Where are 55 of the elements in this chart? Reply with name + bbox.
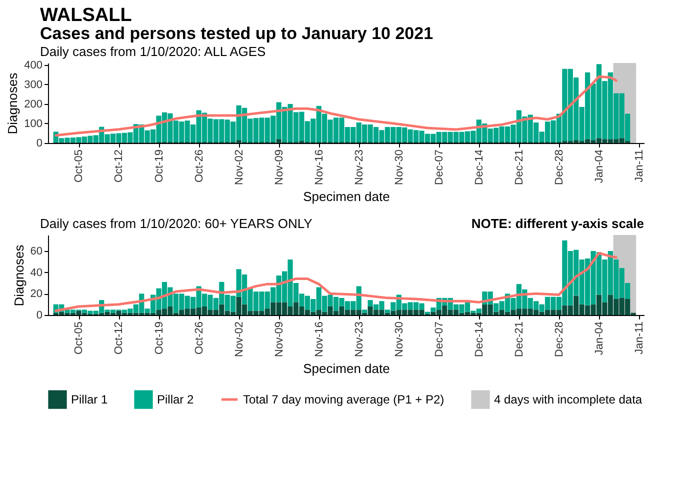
x-tick-label: Nov-09 [273, 150, 286, 185]
x-tick-label: Nov-02 [233, 322, 246, 357]
y-tick-label: 60 [30, 246, 42, 258]
y-tick-label: 300 [24, 78, 42, 91]
legend-label: Pillar 1 [71, 392, 108, 406]
chart-title: Daily cases from 1/10/2020: 60+ YEARS ONLY [40, 216, 313, 231]
bar [362, 310, 368, 313]
y-tick-label: 0 [36, 310, 42, 322]
x-tick-label: Oct-05 [73, 150, 86, 183]
x-tick-label: Oct-05 [73, 322, 86, 355]
legend-label: 4 days with incomplete data [494, 392, 642, 406]
x-tick-label: Jan-11 [634, 150, 646, 182]
x-tick-label: Dec-14 [473, 322, 486, 357]
x-tick-label: Jan-04 [593, 150, 606, 184]
x-tick-label: Oct-19 [153, 150, 166, 183]
chart-subtitle: Cases and persons tested up to January 10 2021 [40, 24, 434, 43]
y-axis-title: Diagnoses [11, 244, 26, 306]
x-tick-label: Jan-04 [593, 322, 606, 356]
x-tick-label: Dec-21 [513, 322, 526, 357]
x-tick-label: Dec-21 [513, 150, 526, 185]
x-axis-title: Specimen date [303, 360, 390, 376]
x-tick-label: Oct-12 [113, 150, 126, 183]
x-tick-label: Nov-02 [233, 150, 246, 185]
line-series [54, 252, 618, 312]
text: Daily cases from 1/10/2020: ALL AGES [40, 44, 266, 59]
x-tick-label: Jan-11 [634, 322, 646, 354]
x-tick-label: Nov-16 [313, 322, 326, 357]
chart-title: WALSALL [40, 5, 132, 26]
x-tick-label: Nov-09 [273, 322, 286, 357]
x-tick-label: Nov-23 [353, 150, 366, 185]
x-tick-label: Oct-26 [193, 322, 206, 355]
x-tick-label: Dec-28 [553, 322, 566, 357]
x-tick-label: Nov-30 [393, 150, 406, 185]
y-tick-label: 100 [24, 118, 42, 130]
y-tick-label: 0 [36, 138, 42, 150]
y-tick-label: 20 [30, 288, 42, 300]
x-tick-label: Nov-16 [313, 150, 326, 185]
line-series [54, 75, 618, 137]
x-tick-label: Nov-23 [353, 322, 366, 357]
x-tick-label: Oct-26 [193, 150, 206, 183]
text: NOTE: different y-axis scale [471, 216, 644, 231]
legend-label: Pillar 2 [157, 392, 194, 406]
y-axis-title: Diagnoses [5, 72, 20, 134]
x-axis-title: Specimen date [303, 188, 390, 204]
y-tick-label: 400 [24, 59, 42, 72]
x-tick-label: Oct-19 [153, 322, 166, 355]
legend-label: Total 7 day moving average (P1 + P2) [243, 392, 444, 406]
x-tick-label: Dec-07 [433, 322, 446, 357]
x-tick-label: Dec-14 [473, 150, 486, 185]
y-tick-label: 40 [30, 266, 42, 279]
y-tick-label: 200 [24, 98, 42, 110]
x-tick-label: Dec-07 [433, 150, 446, 185]
x-tick-label: Dec-28 [553, 150, 566, 185]
x-tick-label: Nov-30 [393, 322, 406, 357]
x-tick-label: Oct-12 [113, 322, 126, 355]
